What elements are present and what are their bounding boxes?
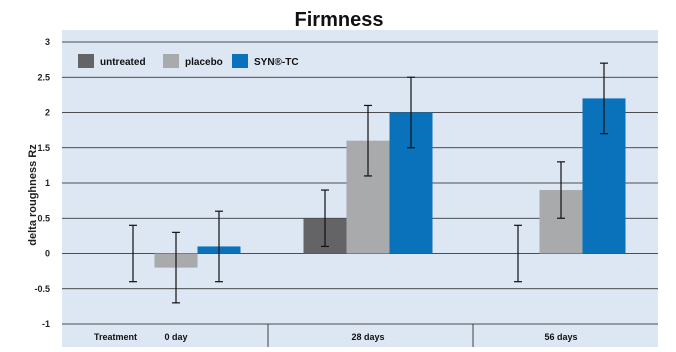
legend-label: SYN®-TC (254, 57, 299, 68)
y-tick-label: -1 (42, 319, 50, 329)
x-tick-label: 0 day (164, 332, 187, 342)
row-label-treatment: Treatment (94, 332, 137, 342)
y-axis-label: delta roughness Rz (27, 144, 39, 246)
y-tick-labels: -1 -0.5 0 0.5 1 1.5 2 2.5 3 (34, 37, 50, 329)
legend: untreated placebo SYN®-TC (78, 54, 299, 68)
chart-title: Firmness (295, 9, 384, 31)
x-tick-label: 56 days (544, 332, 577, 342)
y-tick-label: 1 (45, 178, 50, 188)
y-tick-label: 2.5 (37, 72, 50, 82)
x-tick-label: 28 days (351, 332, 384, 342)
error-bars (129, 62, 608, 304)
x-axis-row: Treatment 0 day 28 days 56 days (62, 323, 658, 347)
legend-label: placebo (185, 57, 223, 68)
y-tick-label: 0.5 (37, 213, 50, 223)
legend-label: untreated (100, 57, 146, 68)
y-tick-label: 3 (45, 37, 50, 47)
legend-swatch (78, 54, 94, 68)
y-tick-label: 0 (45, 249, 50, 259)
legend-swatch (163, 54, 179, 68)
y-tick-label: 2 (45, 108, 50, 118)
y-tick-label: 1.5 (37, 143, 50, 153)
legend-swatch (232, 54, 248, 68)
y-tick-label: -0.5 (34, 284, 50, 294)
